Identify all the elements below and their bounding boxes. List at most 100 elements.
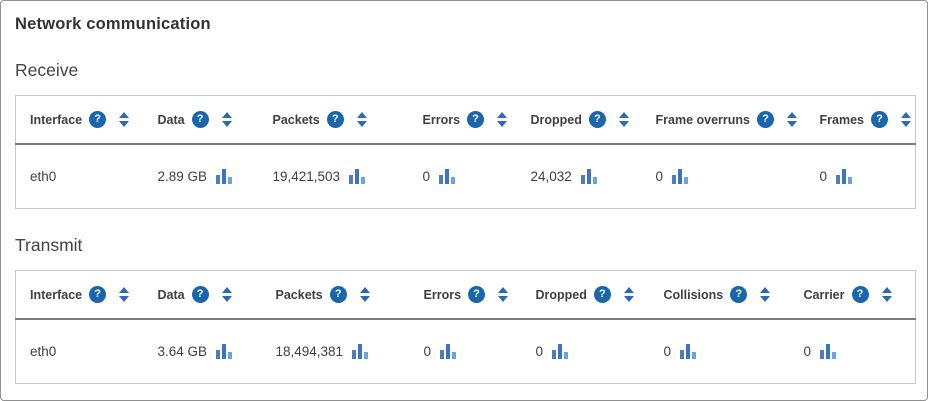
column-header-frame-overruns: Frame overruns ? xyxy=(642,96,806,145)
sort-toggle-icon[interactable] xyxy=(119,287,130,302)
cell-value: 18,494,381 xyxy=(275,344,344,359)
cell-value: 0 xyxy=(803,344,812,359)
help-icon[interactable]: ? xyxy=(191,111,209,128)
cell-value: 0 xyxy=(535,344,544,359)
column-label: Data xyxy=(157,287,185,302)
sort-toggle-icon[interactable] xyxy=(786,112,797,127)
column-header-interface: Interface ? xyxy=(16,96,144,145)
help-icon[interactable]: ? xyxy=(870,111,888,128)
sort-toggle-icon[interactable] xyxy=(900,112,911,127)
chart-icon[interactable] xyxy=(820,344,837,359)
transmit-header-row: Interface ? Data ? xyxy=(15,271,916,320)
chart-icon[interactable] xyxy=(349,169,366,184)
receive-heading: Receive xyxy=(15,60,79,80)
column-label: Errors xyxy=(423,287,462,302)
cell-interface: eth0 xyxy=(16,319,144,384)
transmit-heading: Transmit xyxy=(15,235,83,255)
cell-data: 2.89 GB xyxy=(144,144,259,209)
sort-toggle-icon[interactable] xyxy=(760,287,771,302)
column-header-packets: Packets ? xyxy=(262,271,410,320)
column-header-data: Data ? xyxy=(144,96,259,145)
column-label: Interface xyxy=(30,112,83,127)
column-header-frames: Frames ? xyxy=(806,96,916,145)
column-label: Carrier xyxy=(803,287,845,302)
cell-value: 0 xyxy=(422,169,431,184)
help-icon[interactable]: ? xyxy=(730,286,748,303)
cell-value: 2.89 GB xyxy=(157,169,208,184)
cell-value: 24,032 xyxy=(530,169,572,184)
sort-toggle-icon[interactable] xyxy=(119,112,130,127)
column-label: Dropped xyxy=(535,287,587,302)
column-header-data: Data ? xyxy=(144,271,262,320)
column-header-carrier: Carrier ? xyxy=(790,271,916,320)
sort-toggle-icon[interactable] xyxy=(623,287,634,302)
cell-value: 0 xyxy=(663,344,672,359)
help-icon[interactable]: ? xyxy=(89,286,107,303)
help-icon[interactable]: ? xyxy=(89,111,107,128)
help-icon[interactable]: ? xyxy=(588,111,606,128)
cell-collisions: 0 xyxy=(650,319,790,384)
sort-toggle-icon[interactable] xyxy=(497,112,508,127)
column-label: Dropped xyxy=(530,112,582,127)
column-label: Collisions xyxy=(663,287,724,302)
cell-value: 0 xyxy=(819,169,828,184)
interface-name: eth0 xyxy=(30,344,57,359)
column-label: Frames xyxy=(819,112,864,127)
chart-icon[interactable] xyxy=(552,344,569,359)
sort-toggle-icon[interactable] xyxy=(221,112,232,127)
help-icon[interactable]: ? xyxy=(326,111,344,128)
cell-carrier: 0 xyxy=(790,319,916,384)
cell-dropped: 24,032 xyxy=(517,144,642,209)
column-header-errors: Errors ? xyxy=(410,271,522,320)
interface-name: eth0 xyxy=(30,169,57,184)
cell-frames: 0 xyxy=(806,144,916,209)
help-icon[interactable]: ? xyxy=(467,111,485,128)
table-row: eth0 3.64 GB 18,494,381 xyxy=(16,319,916,384)
sort-toggle-icon[interactable] xyxy=(618,112,629,127)
help-icon[interactable]: ? xyxy=(756,111,774,128)
help-icon[interactable]: ? xyxy=(329,286,347,303)
chart-icon[interactable] xyxy=(216,169,233,184)
chart-icon[interactable] xyxy=(352,344,369,359)
column-label: Frame overruns xyxy=(655,112,750,127)
chart-icon[interactable] xyxy=(580,169,597,184)
cell-data: 3.64 GB xyxy=(144,319,262,384)
chart-icon[interactable] xyxy=(439,169,456,184)
cell-value: 0 xyxy=(423,344,432,359)
cell-packets: 19,421,503 xyxy=(259,144,409,209)
sort-toggle-icon[interactable] xyxy=(498,287,509,302)
cell-packets: 18,494,381 xyxy=(262,319,410,384)
cell-frame-overruns: 0 xyxy=(642,144,806,209)
column-header-interface: Interface ? xyxy=(16,271,144,320)
cell-errors: 0 xyxy=(410,319,522,384)
chart-icon[interactable] xyxy=(440,344,457,359)
column-header-collisions: Collisions ? xyxy=(650,271,790,320)
chart-icon[interactable] xyxy=(836,169,853,184)
sort-toggle-icon[interactable] xyxy=(359,287,370,302)
column-label: Data xyxy=(157,112,185,127)
chart-icon[interactable] xyxy=(216,344,233,359)
cell-interface: eth0 xyxy=(16,144,144,209)
receive-table: Interface ? Data ? xyxy=(15,95,916,209)
help-icon[interactable]: ? xyxy=(593,286,611,303)
receive-header-row: Interface ? Data ? xyxy=(15,96,916,145)
page-title: Network communication xyxy=(15,15,211,33)
chart-icon[interactable] xyxy=(672,169,689,184)
column-label: Errors xyxy=(422,112,461,127)
help-icon[interactable]: ? xyxy=(851,286,869,303)
column-header-dropped: Dropped ? xyxy=(522,271,650,320)
sort-toggle-icon[interactable] xyxy=(221,287,232,302)
help-icon[interactable]: ? xyxy=(468,286,486,303)
cell-errors: 0 xyxy=(409,144,517,209)
column-header-dropped: Dropped ? xyxy=(517,96,642,145)
help-icon[interactable]: ? xyxy=(191,286,209,303)
sort-toggle-icon[interactable] xyxy=(356,112,367,127)
column-header-packets: Packets ? xyxy=(259,96,409,145)
chart-icon[interactable] xyxy=(680,344,697,359)
cell-value: 19,421,503 xyxy=(272,169,341,184)
sort-toggle-icon[interactable] xyxy=(881,287,892,302)
cell-dropped: 0 xyxy=(522,319,650,384)
transmit-section: Transmit Interface ? xyxy=(15,235,916,384)
receive-section: Receive Interface ? xyxy=(15,60,916,209)
